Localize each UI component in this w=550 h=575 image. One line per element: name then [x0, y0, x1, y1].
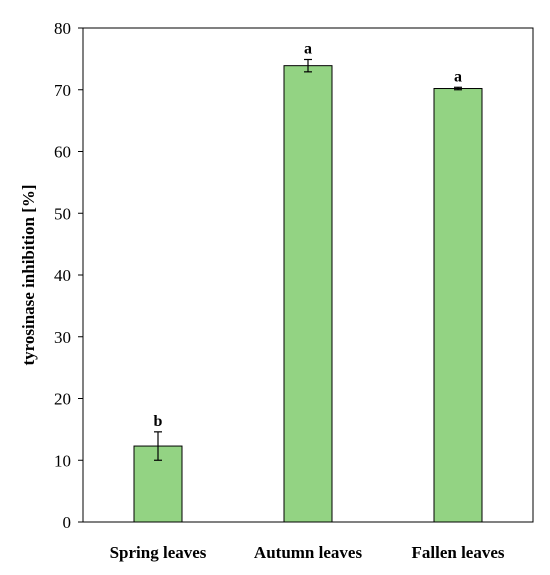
y-axis-title: tyrosinase inhibition [%]	[19, 184, 38, 365]
error-bars-group	[154, 58, 462, 461]
bar	[283, 65, 333, 523]
bar	[433, 88, 483, 523]
significance-label: b	[154, 413, 163, 430]
category-label: Spring leaves	[110, 543, 207, 562]
bars-group	[133, 65, 483, 523]
y-axis-title-group: tyrosinase inhibition [%]	[19, 184, 38, 365]
y-tick-label: 20	[54, 390, 71, 409]
y-tick-label: 30	[54, 328, 71, 347]
y-tick-label: 40	[54, 266, 71, 285]
category-labels-group: Spring leaves Autumn leaves Fallen leaves	[110, 543, 505, 562]
y-tick-label: 60	[54, 143, 71, 162]
category-label: Fallen leaves	[411, 543, 504, 562]
significance-label: a	[454, 68, 462, 85]
y-axis-ticks: 0 10 20 30 40 50 60 70 80	[54, 19, 83, 532]
y-tick-label: 80	[54, 19, 71, 38]
y-tick-label: 0	[63, 513, 72, 532]
significance-label: a	[304, 40, 312, 57]
plot-frame	[82, 27, 534, 523]
y-tick-label: 10	[54, 451, 71, 470]
y-tick-label: 70	[54, 81, 71, 100]
significance-labels-group: b a a	[154, 40, 462, 429]
category-label: Autumn leaves	[254, 543, 363, 562]
y-tick-label: 50	[54, 204, 71, 223]
